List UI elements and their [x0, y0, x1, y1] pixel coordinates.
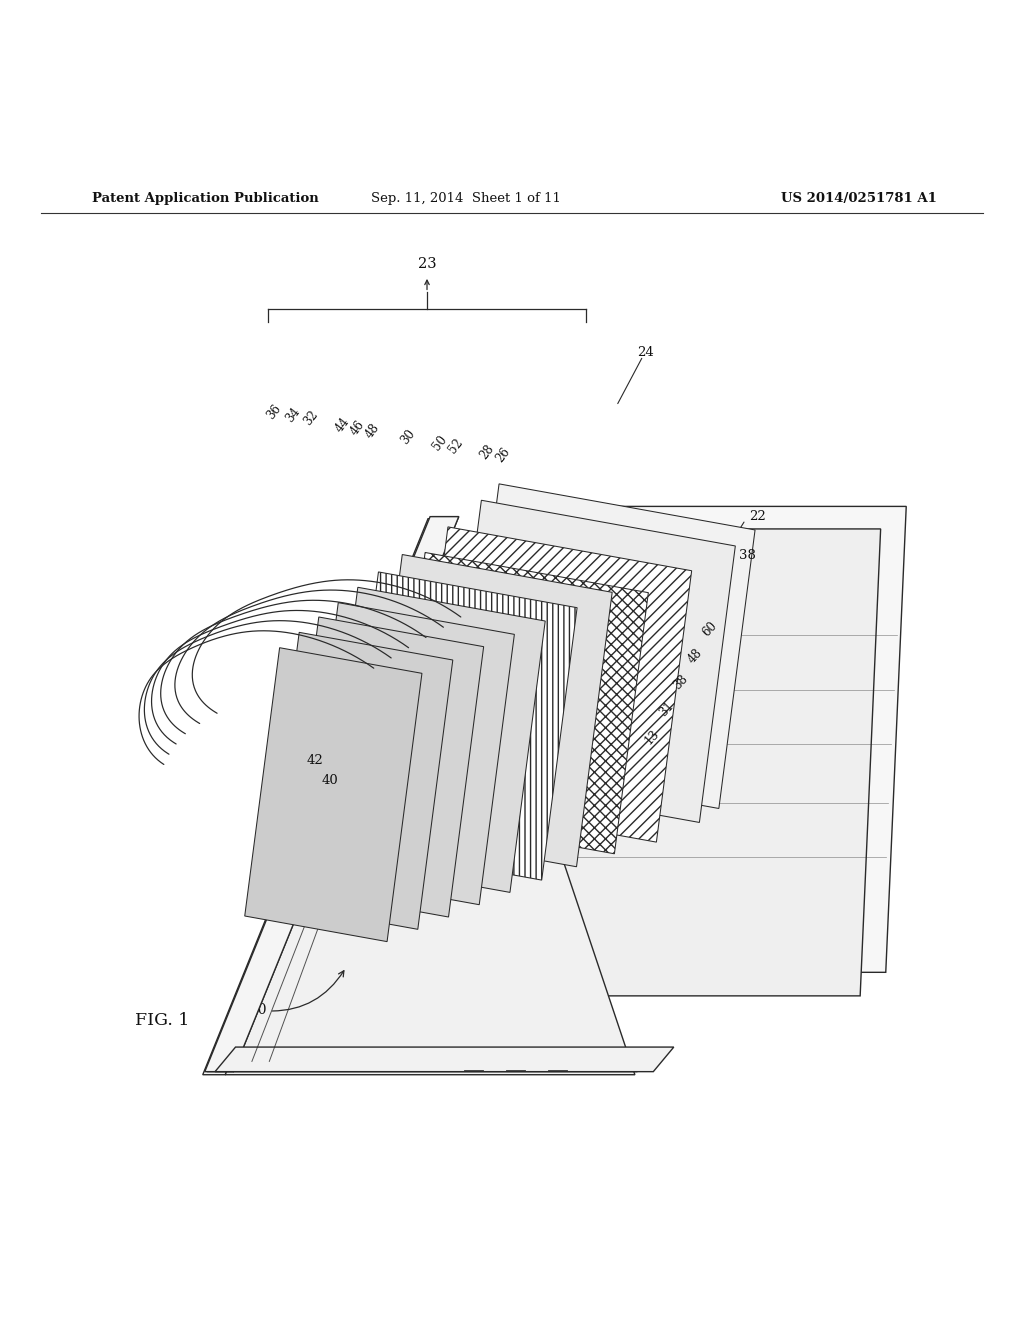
Text: 38: 38 [671, 673, 691, 693]
Text: 52: 52 [446, 436, 465, 455]
Polygon shape [463, 484, 755, 808]
Text: 40: 40 [322, 775, 338, 787]
Text: FIG. 1: FIG. 1 [134, 1012, 189, 1030]
Text: 50: 50 [430, 433, 451, 453]
Polygon shape [203, 519, 449, 1074]
Text: 36: 36 [264, 403, 285, 422]
Text: 22: 22 [750, 510, 766, 523]
Text: Patent Application Publication: Patent Application Publication [92, 191, 318, 205]
Polygon shape [520, 507, 906, 973]
Text: 24: 24 [637, 346, 653, 359]
Polygon shape [391, 553, 648, 854]
Text: 20: 20 [249, 970, 344, 1018]
Polygon shape [494, 529, 881, 995]
Text: 32: 32 [302, 408, 321, 428]
Text: 26: 26 [494, 445, 512, 465]
Polygon shape [215, 1047, 674, 1072]
Text: 48: 48 [364, 421, 382, 441]
Text: 48: 48 [685, 645, 706, 665]
Polygon shape [323, 587, 545, 892]
Text: 28: 28 [478, 442, 497, 462]
Polygon shape [245, 648, 422, 941]
Text: 30: 30 [397, 426, 418, 446]
Polygon shape [343, 572, 578, 880]
Text: 34: 34 [283, 405, 303, 425]
Text: 23: 23 [418, 256, 436, 271]
Text: 60: 60 [699, 619, 720, 639]
Text: Sep. 11, 2014  Sheet 1 of 11: Sep. 11, 2014 Sheet 1 of 11 [371, 191, 561, 205]
Text: 44: 44 [332, 414, 352, 434]
Text: 31: 31 [656, 700, 677, 719]
Text: 42: 42 [307, 754, 324, 767]
Text: 38: 38 [739, 549, 756, 562]
Polygon shape [284, 616, 483, 917]
Polygon shape [205, 516, 459, 1072]
Polygon shape [207, 516, 459, 1072]
Text: 46: 46 [347, 417, 368, 437]
Polygon shape [367, 554, 612, 867]
Polygon shape [445, 500, 735, 822]
Polygon shape [413, 527, 691, 842]
Polygon shape [225, 519, 635, 1074]
Polygon shape [303, 603, 514, 904]
Polygon shape [233, 1061, 657, 1072]
Polygon shape [264, 632, 453, 929]
Text: 13: 13 [642, 727, 663, 747]
Text: US 2014/0251781 A1: US 2014/0251781 A1 [781, 191, 937, 205]
